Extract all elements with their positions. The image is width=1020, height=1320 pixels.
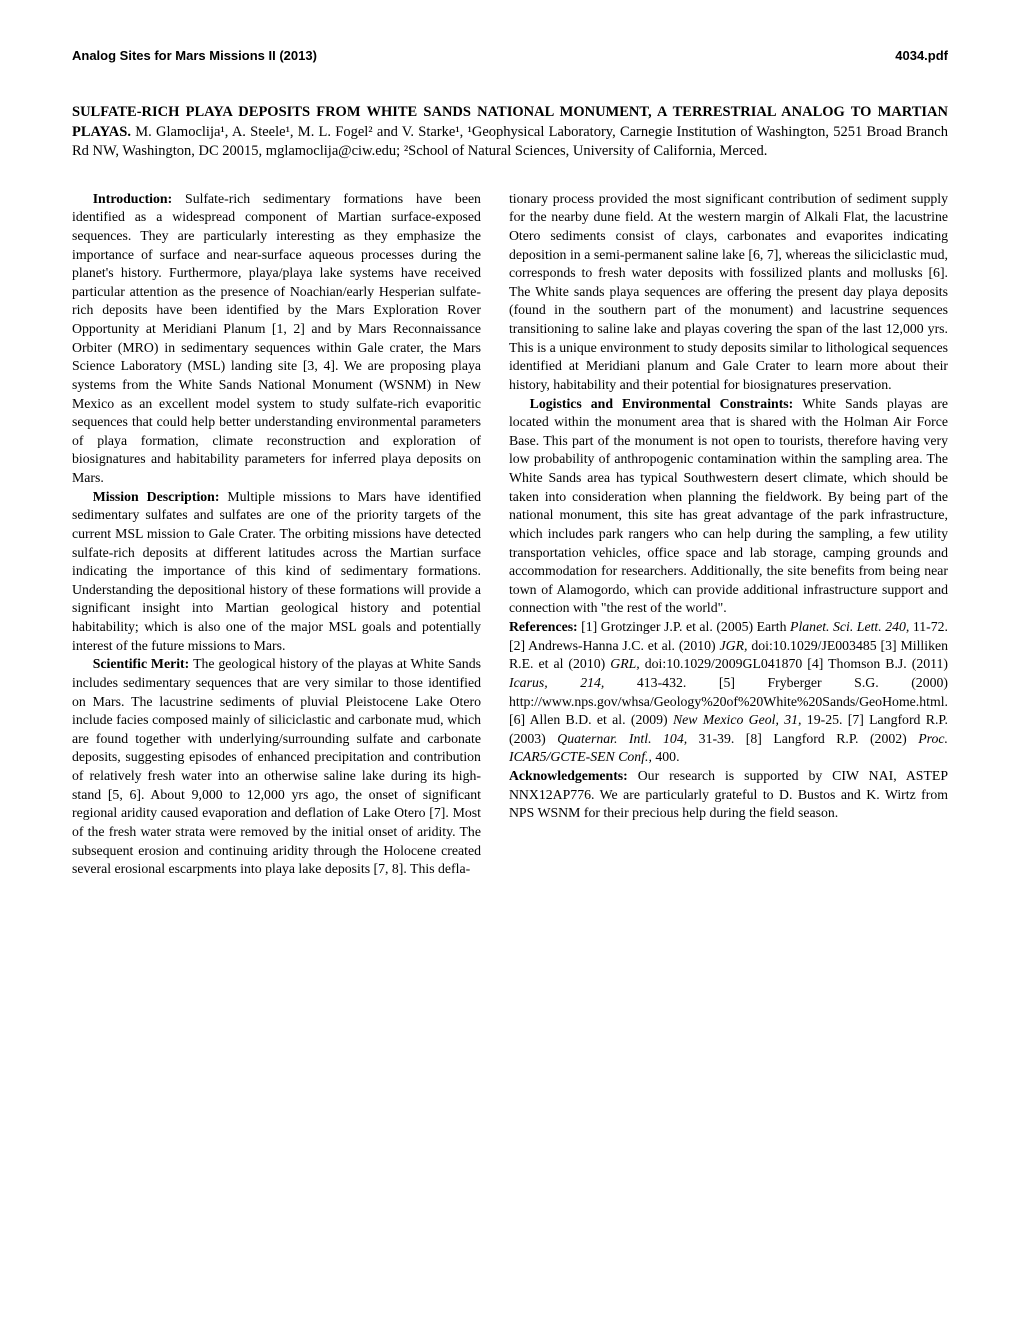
- refs-i3: GRL,: [610, 656, 640, 671]
- logistics-body: White Sands playas are located within th…: [509, 396, 948, 616]
- refs-i6: Quaternar. Intl. 104,: [557, 731, 687, 746]
- intro-body: Sulfate-rich sedimentary formations have…: [72, 191, 481, 485]
- logistics-para: Logistics and Environmental Constraints:…: [509, 395, 948, 619]
- refs-t4: doi:10.1029/2009GL041870 [4] Thomson B.J…: [640, 656, 948, 671]
- refs-i1: Planet. Sci. Lett. 240,: [790, 619, 909, 634]
- intro-head: Introduction:: [93, 191, 185, 206]
- merit-body: The geological history of the playas at …: [72, 656, 481, 876]
- header-right: 4034.pdf: [895, 48, 948, 63]
- left-column: Introduction: Sulfate-rich sedimentary f…: [72, 190, 481, 879]
- page-header: Analog Sites for Mars Missions II (2013)…: [72, 48, 948, 63]
- continuation-para: tionary process provided the most signif…: [509, 190, 948, 395]
- refs-i2: JGR,: [720, 638, 748, 653]
- references-para: References: [1] Grotzinger J.P. et al. (…: [509, 618, 948, 767]
- mission-head: Mission Description:: [93, 489, 228, 504]
- refs-i4: Icarus, 214,: [509, 675, 604, 690]
- right-column: tionary process provided the most signif…: [509, 190, 948, 879]
- title-authors: M. Glamoclija¹, A. Steele¹, M. L. Fogel²…: [72, 124, 948, 160]
- mission-body: Multiple missions to Mars have identifie…: [72, 489, 481, 653]
- logistics-head: Logistics and Environmental Constraints:: [530, 396, 803, 411]
- ack-para: Acknowledgements: Our research is suppor…: [509, 767, 948, 823]
- header-left: Analog Sites for Mars Missions II (2013): [72, 48, 317, 63]
- ack-head: Acknowledgements:: [509, 768, 638, 783]
- merit-head: Scientific Merit:: [93, 656, 193, 671]
- body-columns: Introduction: Sulfate-rich sedimentary f…: [72, 190, 948, 879]
- refs-i5: New Mexico Geol, 31,: [673, 712, 802, 727]
- refs-t7: 31-39. [8] Langford R.P. (2002): [687, 731, 918, 746]
- merit-para: Scientific Merit: The geological history…: [72, 655, 481, 879]
- refs-t8: 400.: [652, 749, 680, 764]
- title-block: SULFATE-RICH PLAYA DEPOSITS FROM WHITE S…: [72, 103, 948, 162]
- cont-body: tionary process provided the most signif…: [509, 191, 948, 392]
- refs-head: References:: [509, 619, 581, 634]
- refs-t1: [1] Grotzinger J.P. et al. (2005) Earth: [581, 619, 790, 634]
- mission-para: Mission Description: Multiple missions t…: [72, 488, 481, 656]
- intro-para: Introduction: Sulfate-rich sedimentary f…: [72, 190, 481, 488]
